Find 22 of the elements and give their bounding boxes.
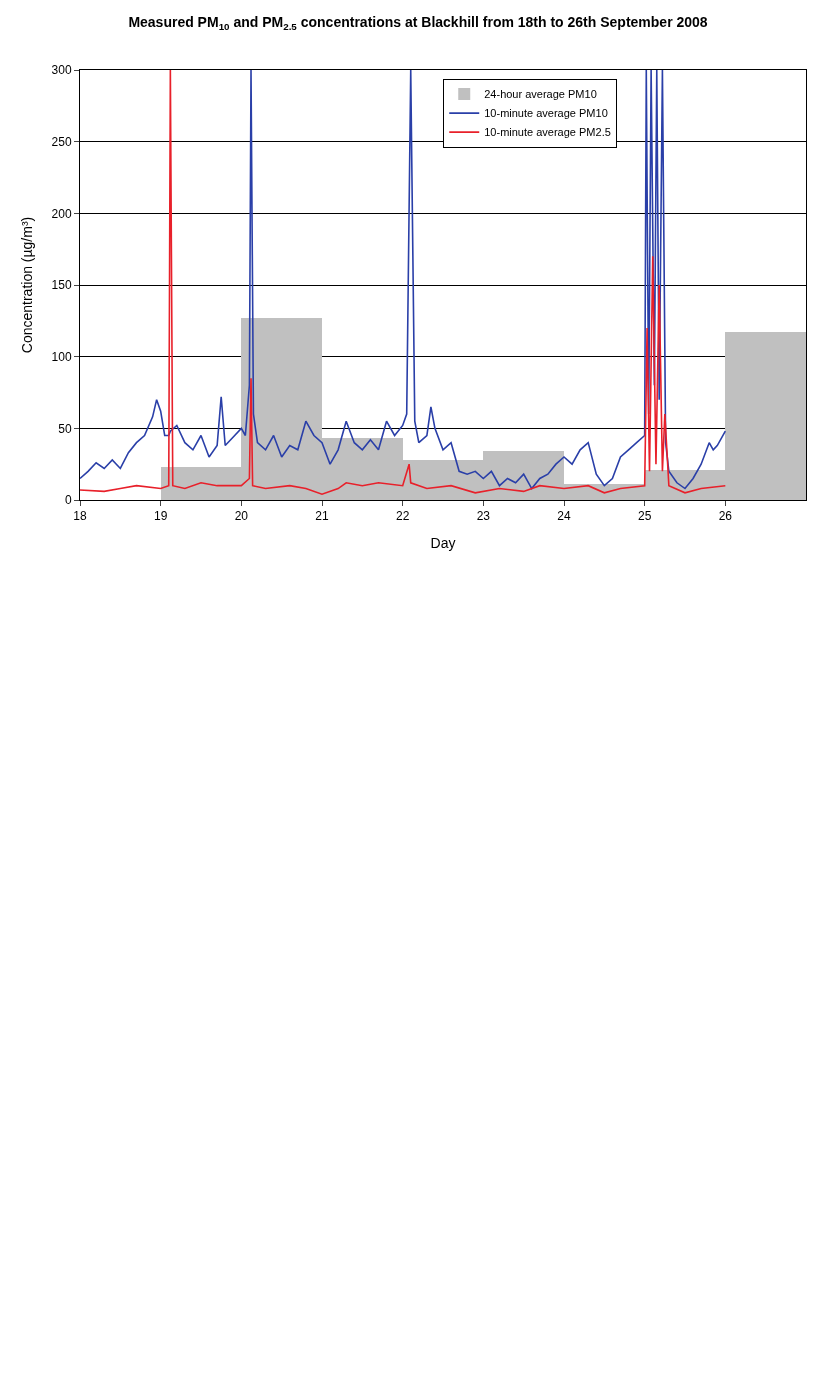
x-tick-label: 20 <box>234 509 249 524</box>
y-tick-label: 0 <box>64 493 72 508</box>
chart-title: Measured PM$_{10}$ and PM$_{2.5}$ concentrations at Blackhill from 18th to 26th September 2008 <box>128 13 708 32</box>
x-axis-title: Day <box>430 534 456 551</box>
y-tick-label: 300 <box>51 63 72 78</box>
y-tick-label: 200 <box>51 206 72 221</box>
x-tick-label: 19 <box>153 509 168 524</box>
x-tick-label: 26 <box>718 509 733 524</box>
x-tick-label: 22 <box>395 509 410 524</box>
y-tick-label: 100 <box>51 349 72 364</box>
x-tick-label: 21 <box>315 509 329 524</box>
legend-label: 10-minute average PM2.5 <box>484 126 611 139</box>
x-tick-label: 18 <box>73 509 87 524</box>
y-axis-title: Concentration (µg/m³) <box>19 216 36 354</box>
legend-label: 24-hour average PM10 <box>484 88 597 101</box>
y-tick-label: 50 <box>58 421 72 436</box>
legend-label: 10-minute average PM10 <box>484 107 608 120</box>
x-tick-label: 23 <box>476 509 491 524</box>
y-tick-label: 150 <box>51 278 72 293</box>
x-tick-label: 25 <box>637 509 652 524</box>
y-tick-label: 250 <box>51 134 72 149</box>
x-tick-label: 24 <box>557 509 571 524</box>
